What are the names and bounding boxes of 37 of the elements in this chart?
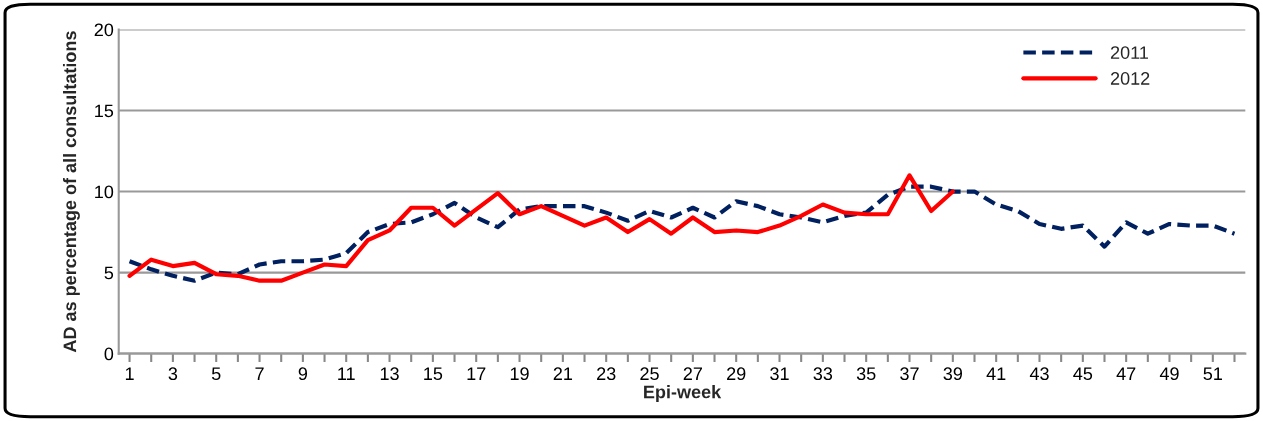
x-tick-label: 5	[211, 367, 221, 381]
x-tick-label: 7	[255, 367, 264, 380]
x-tick-label: 23	[597, 367, 616, 381]
x-tick-label: 3	[168, 367, 178, 381]
legend-label: 2011	[1110, 46, 1148, 59]
x-tick-label: 49	[1159, 367, 1179, 381]
x-tick-label: 11	[338, 367, 355, 380]
x-tick-label: 33	[813, 367, 833, 381]
x-tick-label: 51	[1203, 367, 1222, 381]
x-tick-label: 21	[553, 367, 573, 380]
x-tick-label: 37	[900, 367, 919, 381]
x-tick-label: 41	[986, 367, 1006, 380]
y-tick-label: 0	[104, 347, 114, 361]
x-tick-label: 39	[943, 367, 963, 381]
y-axis-title: AD as percentage of all consultations	[62, 31, 80, 353]
x-tick-label: 31	[770, 367, 789, 381]
x-tick-label: 15	[424, 367, 443, 381]
x-tick-label: 27	[683, 367, 702, 380]
line-series	[127, 184, 1237, 283]
x-tick-label: 9	[298, 367, 308, 381]
x-tick-label: 47	[1116, 367, 1136, 380]
x-tick-label: 19	[510, 367, 529, 381]
x-tick-label: 35	[856, 367, 876, 381]
line-series	[127, 173, 955, 283]
x-axis-title: Epi-week	[644, 385, 722, 402]
legend-label: 2012	[1110, 72, 1150, 85]
x-tick-label: 45	[1073, 367, 1093, 381]
x-tick-label: 13	[380, 367, 399, 381]
x-tick-label: 29	[727, 367, 746, 381]
y-tick-label: 5	[104, 266, 114, 280]
x-tick-label: 17	[467, 367, 486, 380]
x-tick-label: 25	[640, 367, 659, 381]
x-tick-label: 1	[125, 367, 134, 380]
y-tick-label: 20	[94, 23, 114, 37]
x-tick-label: 43	[1029, 367, 1049, 381]
y-tick-label: 15	[95, 104, 114, 118]
y-tick-label: 10	[95, 185, 114, 199]
